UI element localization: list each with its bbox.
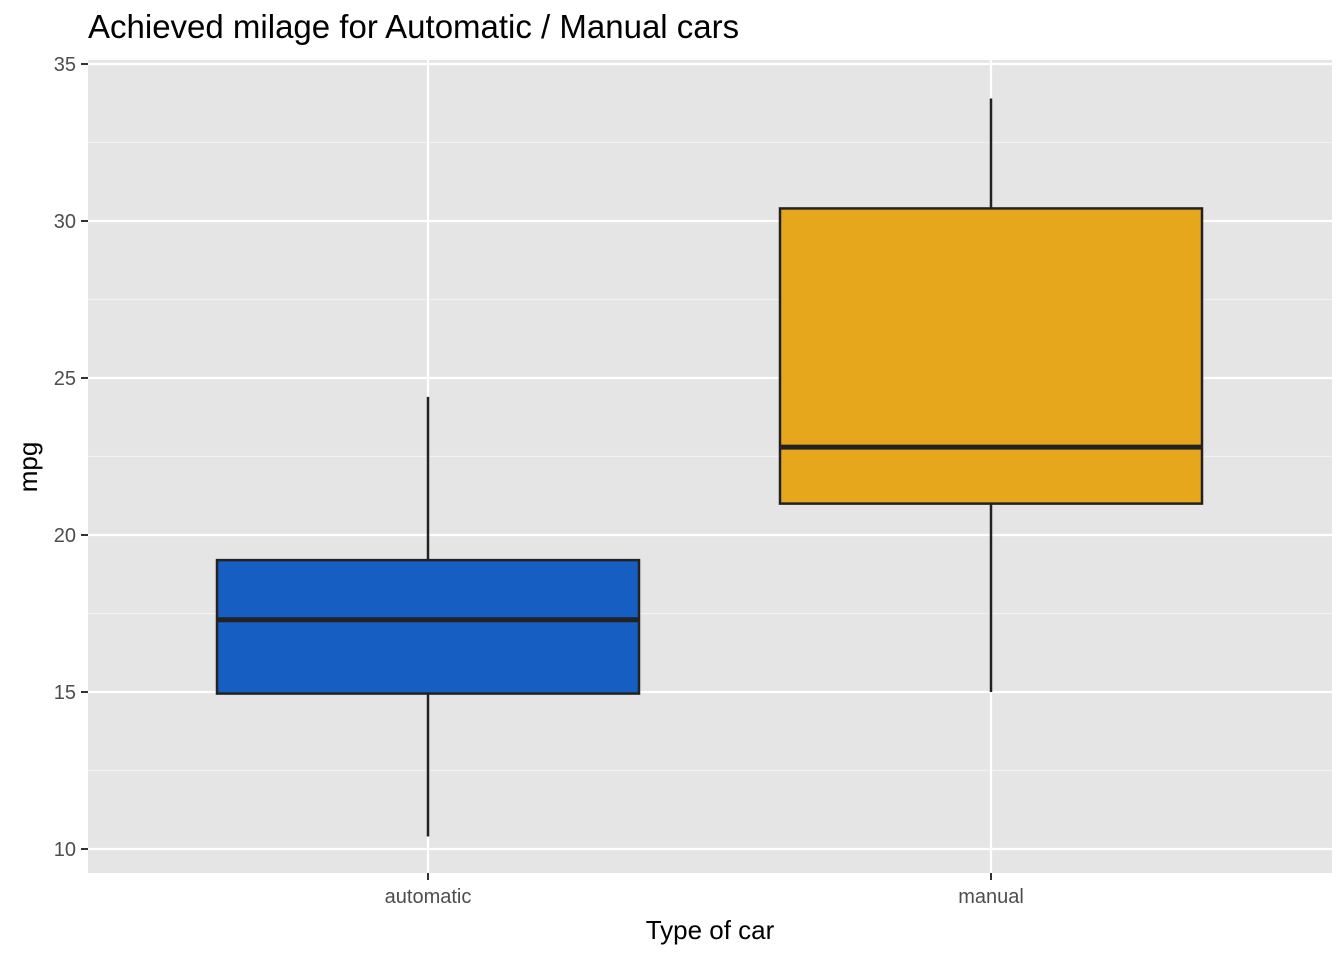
- chart-title: Achieved milage for Automatic / Manual c…: [88, 8, 740, 45]
- x-tick-label: manual: [958, 886, 1024, 908]
- y-tick-label: 10: [54, 839, 76, 861]
- y-tick-label: 25: [54, 368, 76, 390]
- box-manual: [778, 98, 1204, 692]
- box-automatic: [215, 396, 641, 837]
- box-body: [778, 207, 1204, 505]
- boxes: [215, 98, 1204, 837]
- y-tick-label: 35: [54, 54, 76, 76]
- x-tick-label: automatic: [385, 886, 472, 908]
- box-body: [215, 558, 641, 695]
- y-tick-label: 20: [54, 525, 76, 547]
- x-axis: automatic manual: [385, 873, 1024, 908]
- y-tick-label: 15: [54, 682, 76, 704]
- y-axis-title: mpg: [13, 442, 43, 493]
- x-axis-title: Type of car: [646, 915, 775, 945]
- y-axis: 10 15 20 25 30 35: [54, 54, 88, 861]
- y-tick-label: 30: [54, 211, 76, 233]
